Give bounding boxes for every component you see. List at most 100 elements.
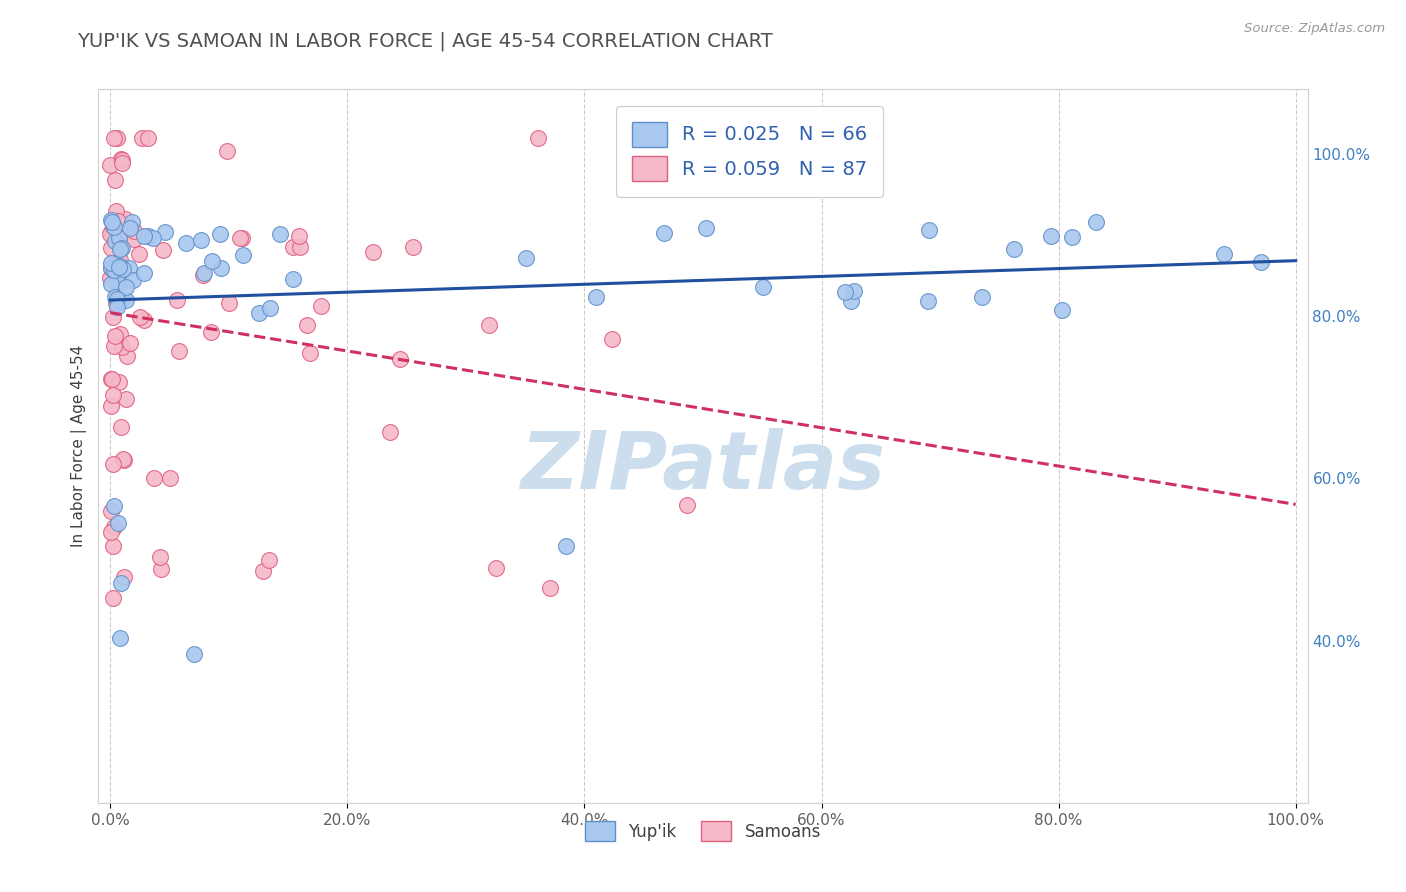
Point xyxy=(402,239,425,253)
Point xyxy=(100,256,122,270)
Point xyxy=(131,131,153,145)
Point xyxy=(111,153,134,167)
Point xyxy=(100,212,122,227)
Point xyxy=(1040,229,1063,244)
Point xyxy=(108,375,131,389)
Point xyxy=(114,453,136,467)
Point xyxy=(1050,303,1073,318)
Point xyxy=(114,211,136,226)
Point xyxy=(600,332,623,346)
Point xyxy=(103,499,125,513)
Point xyxy=(110,152,132,166)
Point xyxy=(100,399,122,413)
Point xyxy=(100,261,122,276)
Point xyxy=(105,275,128,289)
Point xyxy=(515,251,537,265)
Point xyxy=(104,235,127,249)
Point xyxy=(101,591,124,606)
Point xyxy=(115,279,138,293)
Point xyxy=(298,345,321,359)
Point xyxy=(108,277,131,291)
Point xyxy=(228,231,250,245)
Point xyxy=(105,296,128,310)
Point xyxy=(105,300,128,314)
Point xyxy=(201,253,224,268)
Point xyxy=(695,221,717,235)
Point xyxy=(193,268,215,283)
Point xyxy=(232,248,254,262)
Y-axis label: In Labor Force | Age 45-54: In Labor Force | Age 45-54 xyxy=(72,345,87,547)
Point xyxy=(103,220,125,235)
Point xyxy=(108,631,131,645)
Point xyxy=(112,261,135,276)
Point xyxy=(1060,230,1083,244)
Point xyxy=(526,131,548,145)
Point xyxy=(166,293,188,307)
Point xyxy=(100,241,122,255)
Point xyxy=(152,244,174,258)
Point xyxy=(1212,247,1234,261)
Point xyxy=(100,372,122,386)
Point xyxy=(176,235,198,250)
Point xyxy=(100,371,122,385)
Point xyxy=(112,569,135,583)
Point xyxy=(105,203,128,218)
Point xyxy=(1002,243,1025,257)
Point xyxy=(257,552,280,566)
Point xyxy=(143,471,166,485)
Point xyxy=(110,575,132,590)
Point xyxy=(104,329,127,343)
Point xyxy=(555,539,578,553)
Point xyxy=(110,293,132,308)
Point xyxy=(122,232,145,246)
Point xyxy=(110,420,132,434)
Point xyxy=(103,219,125,234)
Point xyxy=(104,173,127,187)
Point xyxy=(215,144,238,158)
Text: YUP'IK VS SAMOAN IN LABOR FORCE | AGE 45-54 CORRELATION CHART: YUP'IK VS SAMOAN IN LABOR FORCE | AGE 45… xyxy=(77,31,773,51)
Point xyxy=(652,226,675,240)
Point xyxy=(122,273,145,287)
Point xyxy=(288,229,311,244)
Point xyxy=(103,339,125,353)
Point xyxy=(117,260,139,275)
Point xyxy=(269,227,291,242)
Point xyxy=(100,277,122,292)
Point xyxy=(107,516,129,530)
Point xyxy=(309,300,332,314)
Point xyxy=(134,228,156,243)
Text: Source: ZipAtlas.com: Source: ZipAtlas.com xyxy=(1244,22,1385,36)
Point xyxy=(839,294,862,309)
Point xyxy=(288,240,311,254)
Point xyxy=(108,231,131,245)
Point xyxy=(103,212,125,227)
Point xyxy=(153,225,176,239)
Point xyxy=(380,425,402,439)
Point xyxy=(167,344,190,359)
Point xyxy=(209,261,232,276)
Point xyxy=(121,214,143,228)
Point xyxy=(108,326,131,341)
Point xyxy=(361,245,384,260)
Point xyxy=(478,318,501,332)
Point xyxy=(100,504,122,518)
Point xyxy=(970,290,993,304)
Point xyxy=(917,293,939,308)
Point xyxy=(538,581,561,595)
Point xyxy=(149,550,172,565)
Legend: Yup'ik, Samoans: Yup'ik, Samoans xyxy=(578,814,828,848)
Point xyxy=(842,284,865,298)
Point xyxy=(752,280,775,294)
Point xyxy=(247,306,270,320)
Point xyxy=(252,564,274,578)
Text: ZIPatlas: ZIPatlas xyxy=(520,428,886,507)
Point xyxy=(110,252,132,267)
Point xyxy=(134,313,156,327)
Point xyxy=(98,227,121,241)
Point xyxy=(128,310,150,324)
Point xyxy=(136,131,159,145)
Point xyxy=(115,349,138,363)
Point xyxy=(98,271,121,285)
Point xyxy=(193,266,215,280)
Point xyxy=(103,519,125,533)
